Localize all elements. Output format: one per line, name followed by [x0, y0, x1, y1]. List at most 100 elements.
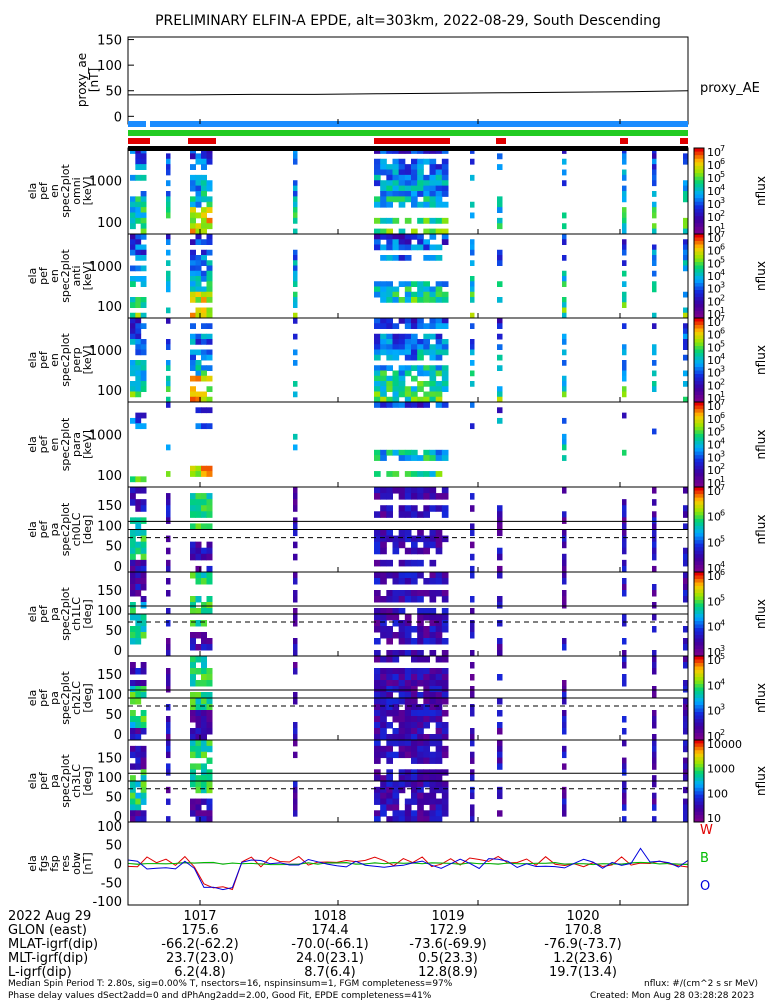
flux-cell	[190, 511, 196, 518]
colorbar-cell	[694, 395, 704, 399]
flux-cell	[135, 297, 142, 303]
flux-cell	[380, 686, 387, 693]
flux-cell	[190, 201, 196, 208]
flux-cell	[380, 396, 387, 403]
flux-cell	[417, 804, 424, 811]
flux-cell	[380, 810, 387, 817]
flux-cell	[411, 680, 418, 687]
flux-cell	[562, 792, 567, 800]
flux-cell	[417, 365, 424, 371]
flux-cell	[380, 158, 387, 165]
flux-cell	[435, 381, 443, 387]
flux-cell	[392, 339, 400, 345]
colorbar-cell	[694, 525, 704, 530]
flux-cell	[293, 620, 298, 627]
flux-cell	[417, 734, 424, 741]
flux-cell	[652, 180, 657, 187]
flux-cell	[404, 286, 412, 293]
flux-cell	[140, 223, 147, 230]
flux-cell	[435, 505, 443, 512]
flux-cell	[201, 751, 207, 759]
colorbar-cell	[694, 522, 704, 527]
flux-cell	[417, 798, 424, 805]
flux-cell	[683, 396, 688, 403]
flux-cell	[435, 626, 443, 633]
flux-cell	[429, 692, 437, 699]
flux-cell	[562, 804, 567, 811]
flux-cell	[201, 249, 207, 256]
flux-cell	[206, 553, 213, 561]
flux-cell	[201, 740, 207, 747]
flux-cell	[429, 680, 437, 687]
colorbar-cell	[694, 628, 704, 632]
flux-cell	[392, 792, 400, 800]
flux-cell	[195, 740, 202, 747]
flux-cell	[140, 505, 147, 512]
colorbar-cell	[694, 701, 704, 706]
flux-cell	[140, 153, 147, 160]
flux-cell	[166, 344, 171, 350]
flux-cell	[398, 281, 406, 287]
flux-cell	[441, 349, 449, 356]
flux-cell	[195, 781, 202, 788]
flux-cell	[206, 291, 213, 298]
flux-cell	[417, 638, 424, 645]
flux-cell	[135, 626, 142, 633]
flux-cell	[195, 523, 202, 530]
flux-cell	[423, 798, 430, 805]
flux-cell	[374, 590, 381, 597]
flux-cell	[386, 185, 393, 192]
flux-cell	[683, 370, 688, 377]
flux-cell	[417, 455, 424, 461]
flux-cell	[392, 781, 400, 788]
flux-cell	[201, 499, 207, 506]
flux-cell	[435, 722, 443, 729]
colorbar-cell	[694, 353, 704, 357]
colorbar-cell	[694, 610, 704, 615]
flux-cell	[562, 455, 567, 461]
flux-cell	[195, 153, 202, 160]
flux-cell	[435, 174, 443, 181]
ytick-label: 0	[114, 858, 122, 873]
flux-cell	[140, 234, 147, 240]
flux-cell	[135, 207, 142, 213]
flux-cell	[683, 328, 688, 335]
flux-cell	[386, 757, 393, 764]
flux-cell	[201, 255, 207, 261]
flux-cell	[195, 734, 202, 741]
flux-cell	[404, 781, 412, 788]
flux-cell	[622, 249, 627, 256]
flux-cell	[392, 535, 400, 543]
colorbar-cell	[694, 208, 704, 213]
table-cell: 8.7(6.4)	[304, 965, 356, 980]
flux-cell	[166, 270, 171, 277]
flux-cell	[411, 354, 418, 361]
flux-cell	[417, 318, 424, 324]
flux-cell	[622, 239, 627, 245]
flux-cell	[135, 196, 142, 203]
colorbar-tick-exp: 7	[720, 483, 725, 492]
flux-cell	[166, 396, 171, 403]
flux-cell	[374, 511, 381, 518]
flux-cell	[140, 276, 147, 282]
flux-cell	[392, 375, 400, 382]
flux-cell	[386, 816, 393, 823]
flux-cell	[441, 674, 449, 681]
flux-cell	[683, 505, 688, 512]
colorbar-cell	[694, 279, 704, 284]
flux-cell	[392, 402, 400, 408]
flux-cell	[392, 471, 400, 477]
flux-cell	[195, 644, 202, 651]
flux-cell	[497, 217, 503, 224]
colorbar-cell	[694, 572, 704, 576]
fgs-series-W	[127, 855, 689, 891]
flux-cell	[497, 745, 503, 753]
flux-cell	[190, 745, 196, 753]
flux-cell	[130, 751, 136, 759]
flux-cell	[380, 286, 387, 293]
flux-cell	[140, 529, 147, 537]
flux-cell	[562, 239, 567, 245]
flux-cell	[392, 185, 400, 192]
colorbar-cell	[694, 533, 704, 538]
